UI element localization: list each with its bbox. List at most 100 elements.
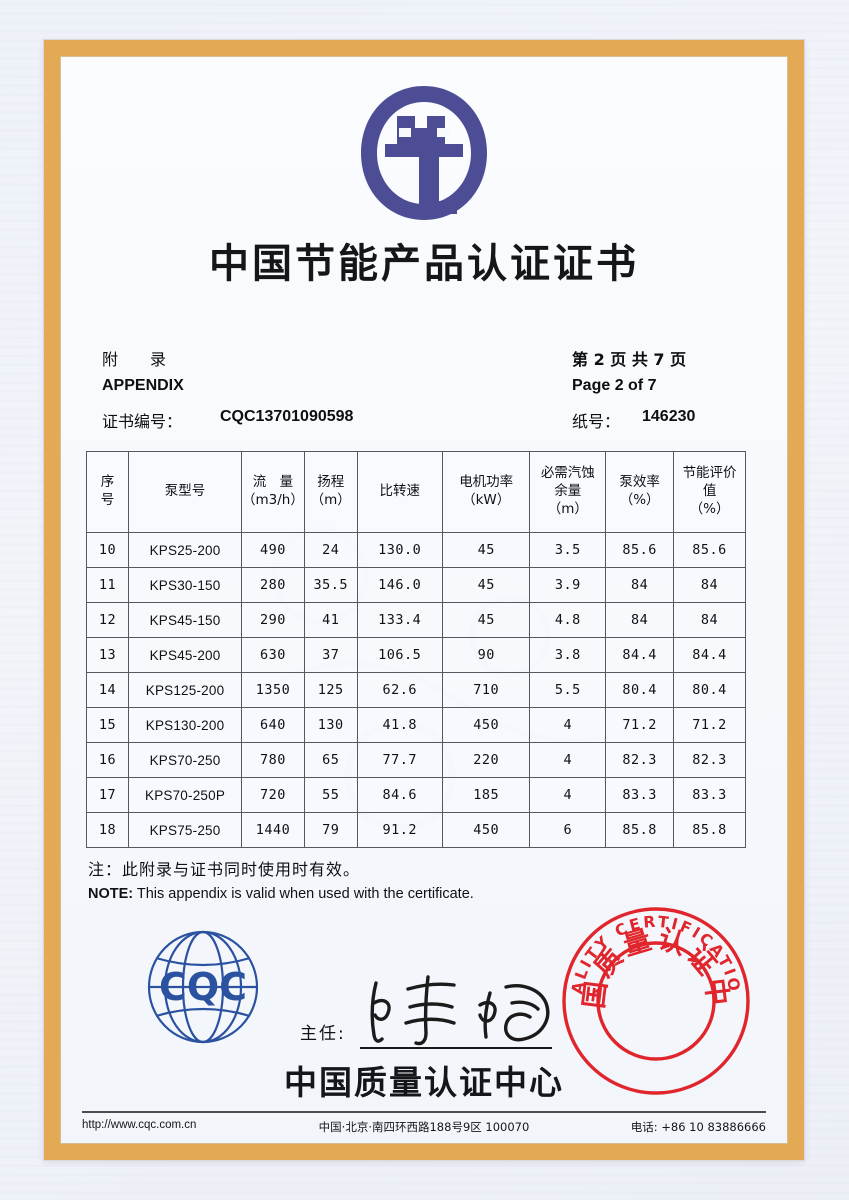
- organization-name: 中国质量认证中心: [284, 1063, 564, 1102]
- cell-value: 71.2: [673, 707, 746, 743]
- paper-number-label: 纸号：: [572, 412, 621, 431]
- cell-no: 11: [85, 567, 130, 603]
- cell-flow: 1350: [240, 672, 305, 708]
- table-row: 13 KPS45-200 630 37 106.5 90 3.8 84.4 84.4: [85, 637, 746, 673]
- cell-npsh: 6: [529, 812, 607, 848]
- cqc-logo-text: CQC: [159, 965, 247, 1009]
- cell-power: 45: [441, 602, 531, 638]
- cell-no: 10: [85, 532, 130, 568]
- cell-no: 18: [85, 812, 130, 848]
- cell-no: 16: [85, 742, 130, 778]
- cell-model: KPS70-250: [128, 742, 242, 778]
- cell-eff: 82.3: [605, 742, 675, 778]
- page-count-en: Page 2 of 7: [572, 377, 657, 394]
- pump-specification-table: 序号 泵型号 流 量（m3/h） 扬程 （m） 比转速 电机功率 （kW） 必需汽蚀…: [85, 451, 746, 848]
- cell-flow: 630: [240, 637, 305, 673]
- certificate-number-value: CQC13701090598: [220, 408, 354, 425]
- note-english: NOTE: This appendix is valid when used w…: [88, 886, 474, 902]
- cell-value: 84: [673, 567, 746, 603]
- energy-saving-emblem-icon: [361, 86, 487, 220]
- cell-value: 84: [673, 602, 746, 638]
- cell-model: KPS25-200: [128, 532, 242, 568]
- cell-npsh: 4: [529, 707, 607, 743]
- metadata-row-appendix-en: APPENDIX Page 2 of 7: [102, 377, 742, 408]
- header-motor-power: 电机功率 （kW）: [441, 451, 531, 533]
- header-npsh-required: 必需汽蚀 余量 （m）: [529, 451, 607, 533]
- metadata-row-appendix: 附 录 第 2 页 共 7 页: [102, 346, 742, 377]
- header-pump-model: 泵型号: [128, 451, 242, 533]
- cell-model: KPS45-200: [128, 637, 242, 673]
- header-specific-speed: 比转速: [356, 451, 443, 533]
- table-header-row: 序号 泵型号 流 量（m3/h） 扬程 （m） 比转速 电机功率 （kW） 必需汽蚀…: [85, 451, 746, 533]
- cell-flow: 1440: [240, 812, 305, 848]
- table-row: 10 KPS25-200 490 24 130.0 45 3.5 85.6 85.6: [85, 532, 746, 568]
- cell-ns: 77.7: [356, 742, 443, 778]
- paper-number-value: 146230: [642, 408, 696, 425]
- certificate-content: 中国节能产品认证证书 附 录 第 2 页 共 7 页 APPENDIX Page…: [60, 56, 788, 1144]
- footer: http://www.cqc.com.cn 中国·北京·南四环西路188号9区 …: [82, 1119, 766, 1143]
- cell-eff: 84.4: [605, 637, 675, 673]
- cell-power: 90: [441, 637, 531, 673]
- cell-power: 45: [441, 567, 531, 603]
- footer-phone: 电话: +86 10 83886666: [630, 1120, 766, 1134]
- cell-power: 450: [441, 707, 531, 743]
- cell-flow: 780: [240, 742, 305, 778]
- cell-model: KPS130-200: [128, 707, 242, 743]
- metadata-row-cert-no: 证书编号： CQC13701090598 纸号： 146230: [102, 408, 742, 439]
- cell-eff: 84: [605, 602, 675, 638]
- cell-ns: 84.6: [356, 777, 443, 813]
- cell-model: KPS125-200: [128, 672, 242, 708]
- footer-divider: [82, 1111, 766, 1113]
- table-row: 12 KPS45-150 290 41 133.4 45 4.8 84 84: [85, 602, 746, 638]
- cell-no: 17: [85, 777, 130, 813]
- note-chinese: 注：此附录与证书同时使用时有效。: [88, 860, 361, 879]
- note-english-text: This appendix is valid when used with th…: [136, 886, 474, 902]
- cell-model: KPS45-150: [128, 602, 242, 638]
- cell-model: KPS30-150: [128, 567, 242, 603]
- cell-no: 13: [85, 637, 130, 673]
- cell-value: 84.4: [673, 637, 746, 673]
- cell-npsh: 5.5: [529, 672, 607, 708]
- cqc-globe-logo-icon: CQC: [147, 930, 259, 1044]
- cell-model: KPS70-250P: [128, 777, 242, 813]
- table-row: 16 KPS70-250 780 65 77.7 220 4 82.3 82.3: [85, 742, 746, 778]
- table-row: 11 KPS30-150 280 35.5 146.0 45 3.9 84 84: [85, 567, 746, 603]
- cell-eff: 83.3: [605, 777, 675, 813]
- appendix-label-cn: 附 录: [102, 350, 167, 369]
- cell-value: 85.6: [673, 532, 746, 568]
- signature-underline: [360, 1047, 552, 1049]
- cell-ns: 91.2: [356, 812, 443, 848]
- cell-npsh: 4: [529, 742, 607, 778]
- cell-ns: 41.8: [356, 707, 443, 743]
- appendix-label-en: APPENDIX: [102, 377, 184, 394]
- cell-no: 15: [85, 707, 130, 743]
- cell-value: 80.4: [673, 672, 746, 708]
- cell-no: 12: [85, 602, 130, 638]
- metadata-block: 附 录 第 2 页 共 7 页 APPENDIX Page 2 of 7 证书编…: [102, 346, 742, 439]
- cell-model: KPS75-250: [128, 812, 242, 848]
- header-lift-head: 扬程 （m）: [303, 451, 358, 533]
- header-pump-efficiency: 泵效率 （%）: [605, 451, 675, 533]
- cell-npsh: 3.5: [529, 532, 607, 568]
- cell-power: 220: [441, 742, 531, 778]
- cell-power: 450: [441, 812, 531, 848]
- certificate-number-label: 证书编号：: [102, 412, 183, 431]
- cell-ns: 130.0: [356, 532, 443, 568]
- table-body: 10 KPS25-200 490 24 130.0 45 3.5 85.6 85.6 11 KPS3…: [85, 532, 746, 848]
- red-official-seal: CHINA QUALITY CERTIFICATION CENTRE 中国质量认…: [556, 901, 750, 1095]
- cell-head: 65: [303, 742, 358, 778]
- cell-head: 130: [303, 707, 358, 743]
- cell-value: 82.3: [673, 742, 746, 778]
- table-row: 15 KPS130-200 640 130 41.8 450 4 71.2 71.2: [85, 707, 746, 743]
- footer-website[interactable]: http://www.cqc.com.cn: [82, 1119, 197, 1131]
- cell-head: 24: [303, 532, 358, 568]
- cell-value: 85.8: [673, 812, 746, 848]
- cell-eff: 71.2: [605, 707, 675, 743]
- gold-frame-border: 中国节能产品认证证书 附 录 第 2 页 共 7 页 APPENDIX Page…: [44, 40, 804, 1160]
- cell-eff: 84: [605, 567, 675, 603]
- cell-no: 14: [85, 672, 130, 708]
- director-label: 主任:: [300, 1024, 346, 1044]
- cell-power: 45: [441, 532, 531, 568]
- handwritten-signature: [370, 975, 550, 1046]
